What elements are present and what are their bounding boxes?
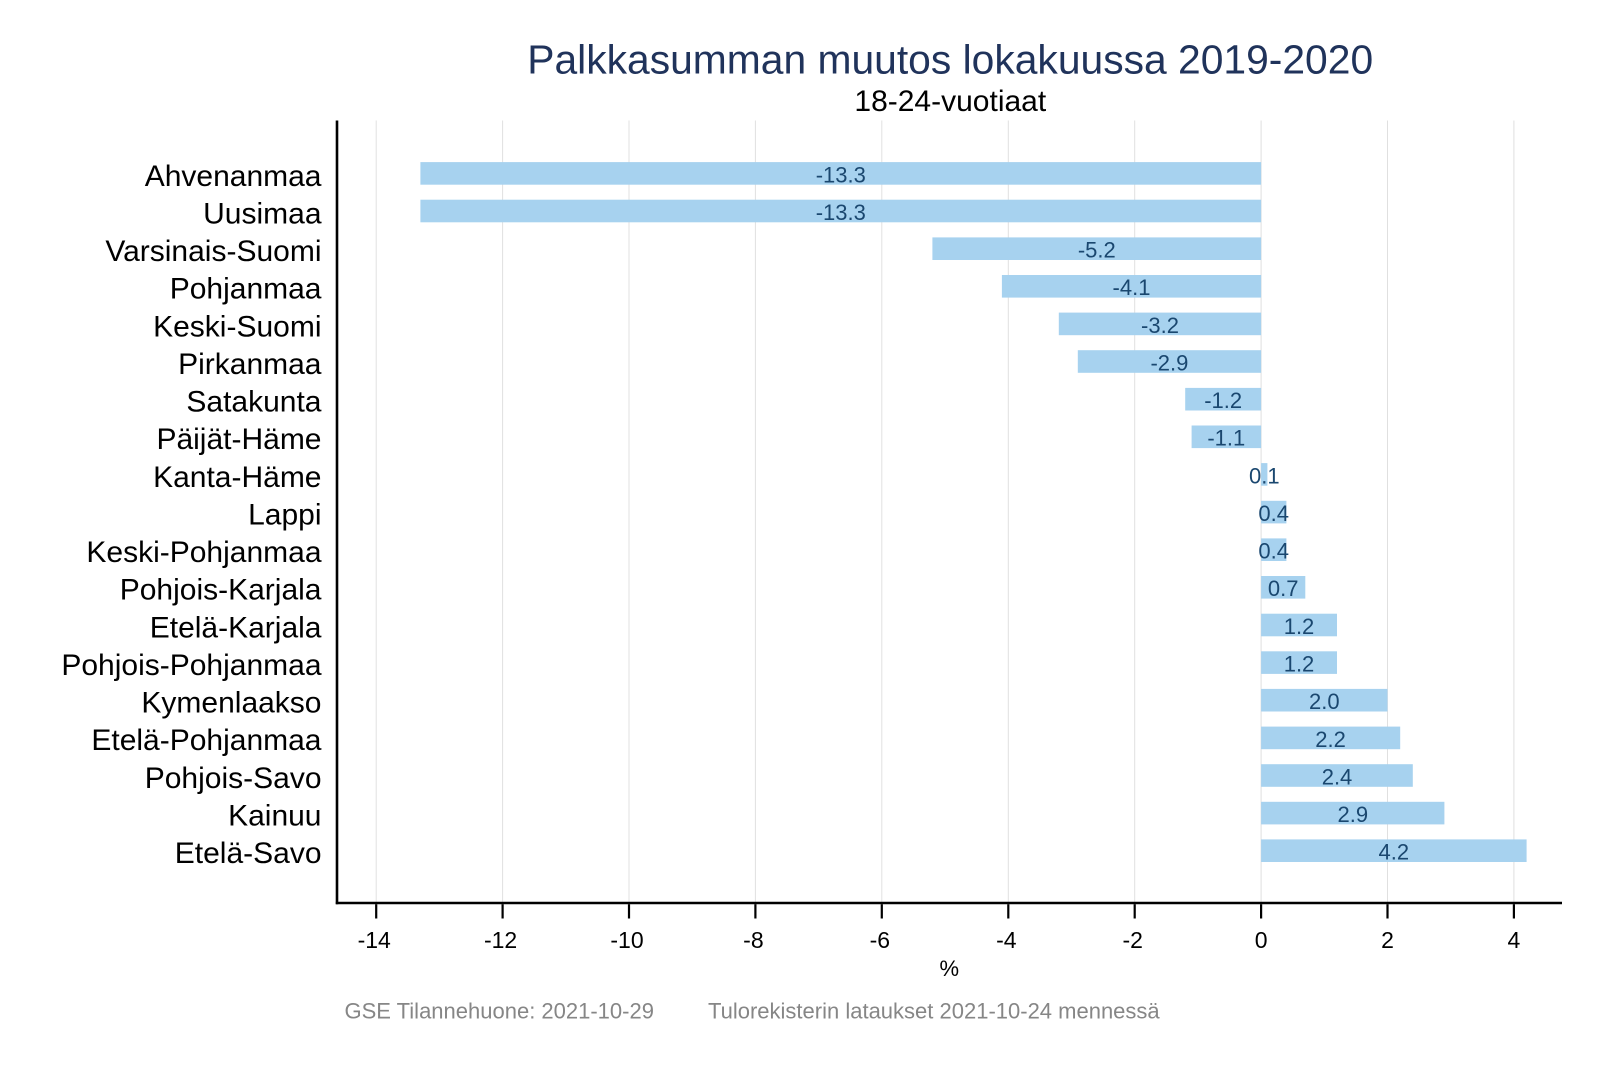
svg-text:1.2: 1.2: [1284, 652, 1315, 677]
svg-text:Etelä-Savo: Etelä-Savo: [175, 837, 322, 870]
svg-text:-5.2: -5.2: [1078, 238, 1116, 263]
svg-text:0: 0: [1255, 927, 1268, 953]
svg-text:-3.2: -3.2: [1141, 313, 1179, 338]
svg-text:18-24-vuotiaat: 18-24-vuotiaat: [854, 85, 1046, 118]
svg-text:GSE Tilannehuone: 2021-10-29: GSE Tilannehuone: 2021-10-29: [345, 999, 654, 1024]
svg-text:Pohjanmaa: Pohjanmaa: [170, 273, 322, 306]
svg-text:-13.3: -13.3: [816, 162, 866, 187]
svg-text:Palkkasumman muutos lokakuussa: Palkkasumman muutos lokakuussa 2019-2020: [527, 37, 1373, 83]
svg-text:Pohjois-Pohjanmaa: Pohjois-Pohjanmaa: [61, 649, 321, 682]
svg-text:Kainuu: Kainuu: [228, 800, 321, 833]
svg-text:0.4: 0.4: [1258, 539, 1289, 564]
svg-text:2.9: 2.9: [1338, 802, 1369, 827]
svg-text:Uusimaa: Uusimaa: [203, 197, 322, 230]
svg-text:Pohjois-Karjala: Pohjois-Karjala: [120, 574, 322, 607]
svg-text:Pohjois-Savo: Pohjois-Savo: [145, 762, 322, 795]
svg-text:-14: -14: [358, 927, 391, 953]
svg-text:Keski-Pohjanmaa: Keski-Pohjanmaa: [86, 536, 321, 569]
svg-text:Satakunta: Satakunta: [186, 386, 321, 419]
svg-text:2.2: 2.2: [1315, 727, 1346, 752]
svg-text:1.2: 1.2: [1284, 614, 1315, 639]
svg-text:0.4: 0.4: [1258, 501, 1289, 526]
svg-text:4.2: 4.2: [1379, 840, 1410, 865]
svg-text:Pirkanmaa: Pirkanmaa: [178, 348, 322, 381]
svg-text:Lappi: Lappi: [248, 499, 321, 532]
svg-text:-4: -4: [996, 927, 1017, 953]
svg-text:2.0: 2.0: [1309, 689, 1340, 714]
svg-text:Etelä-Pohjanmaa: Etelä-Pohjanmaa: [91, 724, 321, 757]
svg-text:-2.9: -2.9: [1150, 350, 1188, 375]
svg-text:-10: -10: [610, 927, 643, 953]
svg-text:%: %: [940, 956, 960, 981]
svg-text:0.7: 0.7: [1268, 576, 1299, 601]
svg-text:2.4: 2.4: [1322, 764, 1353, 789]
svg-text:Keski-Suomi: Keski-Suomi: [153, 310, 321, 343]
svg-text:-1.2: -1.2: [1204, 388, 1242, 413]
svg-text:Tulorekisterin lataukset 2021-: Tulorekisterin lataukset 2021-10-24 menn…: [708, 999, 1160, 1024]
svg-text:Päijät-Häme: Päijät-Häme: [156, 423, 321, 456]
svg-text:-6: -6: [870, 927, 890, 953]
svg-text:Kanta-Häme: Kanta-Häme: [153, 461, 321, 494]
svg-text:Etelä-Karjala: Etelä-Karjala: [150, 611, 322, 644]
svg-text:-8: -8: [743, 927, 763, 953]
svg-text:-13.3: -13.3: [816, 200, 866, 225]
svg-text:2: 2: [1381, 927, 1394, 953]
svg-text:Ahvenanmaa: Ahvenanmaa: [145, 160, 322, 193]
svg-text:-2: -2: [1122, 927, 1142, 953]
svg-text:0.1: 0.1: [1249, 463, 1280, 488]
svg-text:-12: -12: [484, 927, 517, 953]
svg-text:-4.1: -4.1: [1113, 275, 1151, 300]
svg-text:4: 4: [1508, 927, 1521, 953]
svg-text:Varsinais-Suomi: Varsinais-Suomi: [105, 235, 321, 268]
svg-text:Kymenlaakso: Kymenlaakso: [141, 687, 321, 720]
svg-text:-1.1: -1.1: [1207, 426, 1245, 451]
